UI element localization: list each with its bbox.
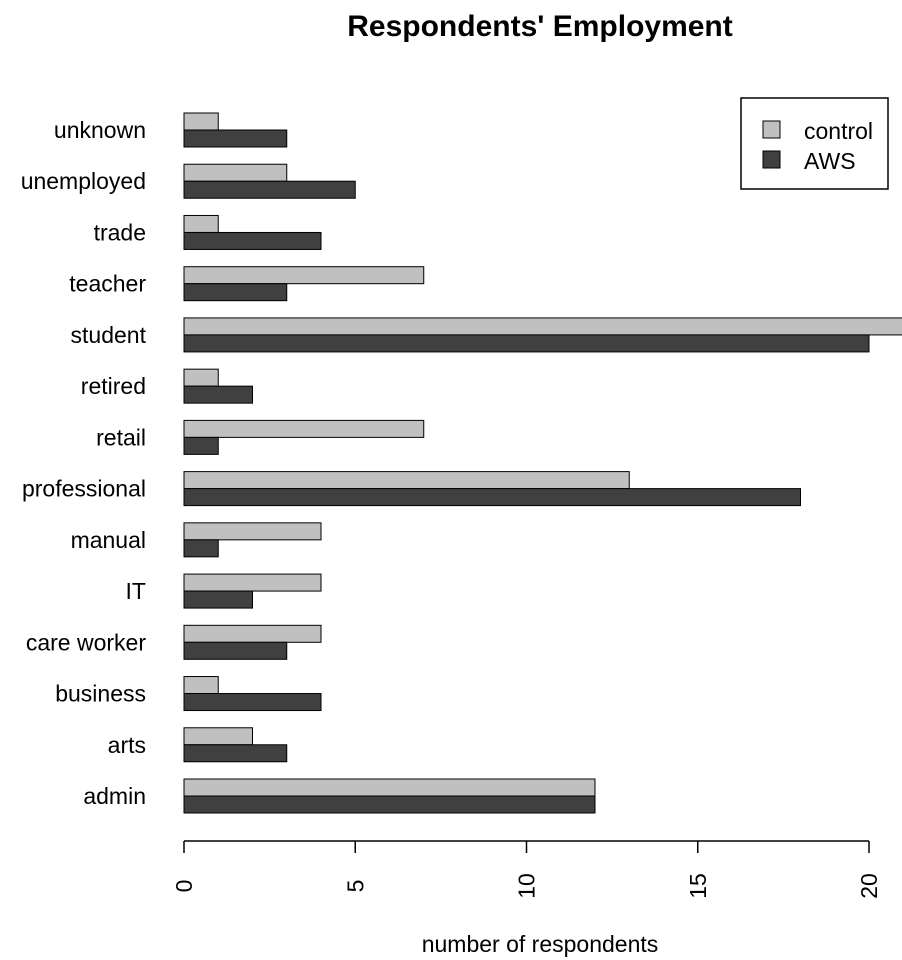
x-axis-title: number of respondents — [422, 931, 659, 957]
bar-control-teacher — [183, 266, 425, 285]
legend-box — [740, 97, 889, 190]
bar-aws-business — [183, 693, 322, 712]
bar-aws-arts — [183, 744, 288, 763]
bar-aws-unknown — [183, 129, 288, 148]
x-tick-label-20: 20 — [856, 873, 882, 899]
bar-control-unemployed — [183, 163, 288, 182]
bar-aws-unemployed — [183, 180, 356, 199]
bar-control-manual — [183, 522, 322, 541]
legend-swatch-control — [762, 120, 781, 139]
category-label-unemployed: unemployed — [21, 168, 146, 194]
bars-group — [183, 112, 902, 814]
category-label-retired: retired — [81, 373, 146, 399]
bar-control-admin — [183, 778, 596, 797]
bar-control-care-worker — [183, 624, 322, 643]
category-label-teacher: teacher — [69, 271, 146, 297]
bar-control-business — [183, 676, 219, 695]
bar-control-student — [183, 317, 902, 336]
legend: control AWS — [740, 97, 889, 190]
bar-control-trade — [183, 214, 219, 233]
bar-control-unknown — [183, 112, 219, 131]
category-label-manual: manual — [71, 527, 146, 553]
bar-aws-retail — [183, 436, 219, 455]
bar-aws-trade — [183, 231, 322, 250]
x-tick-label-5: 5 — [342, 880, 368, 893]
x-tick-label-0: 0 — [171, 880, 197, 893]
bar-control-retired — [183, 368, 219, 387]
chart-title: Respondents' Employment — [347, 10, 733, 43]
bar-aws-admin — [183, 795, 596, 814]
category-label-care-worker: care worker — [26, 629, 146, 655]
category-label-trade: trade — [94, 219, 146, 245]
bar-control-arts — [183, 727, 253, 746]
x-tick-label-10: 10 — [514, 873, 540, 899]
bar-aws-it — [183, 590, 253, 609]
bar-control-it — [183, 573, 322, 592]
bar-aws-manual — [183, 539, 219, 558]
legend-label-aws: AWS — [804, 148, 856, 174]
category-label-admin: admin — [83, 783, 146, 809]
bar-aws-student — [183, 334, 870, 353]
legend-label-control: control — [804, 118, 873, 144]
category-label-business: business — [55, 681, 146, 707]
category-label-student: student — [71, 322, 147, 348]
category-label-unknown: unknown — [54, 117, 146, 143]
category-label-arts: arts — [108, 732, 146, 758]
bar-control-retail — [183, 419, 425, 438]
bar-aws-retired — [183, 385, 253, 404]
bar-control-professional — [183, 471, 630, 490]
category-label-it: IT — [126, 578, 146, 604]
legend-swatch-aws — [762, 150, 781, 169]
bar-aws-professional — [183, 488, 801, 507]
category-labels: admin arts business care worker IT manual prof… — [21, 117, 147, 809]
bar-aws-care-worker — [183, 641, 288, 660]
x-tick-label-15: 15 — [685, 873, 711, 899]
x-axis: 0 5 10 15 20 — [171, 840, 882, 899]
bar-aws-teacher — [183, 283, 288, 302]
category-label-professional: professional — [22, 476, 146, 502]
category-label-retail: retail — [96, 424, 146, 450]
